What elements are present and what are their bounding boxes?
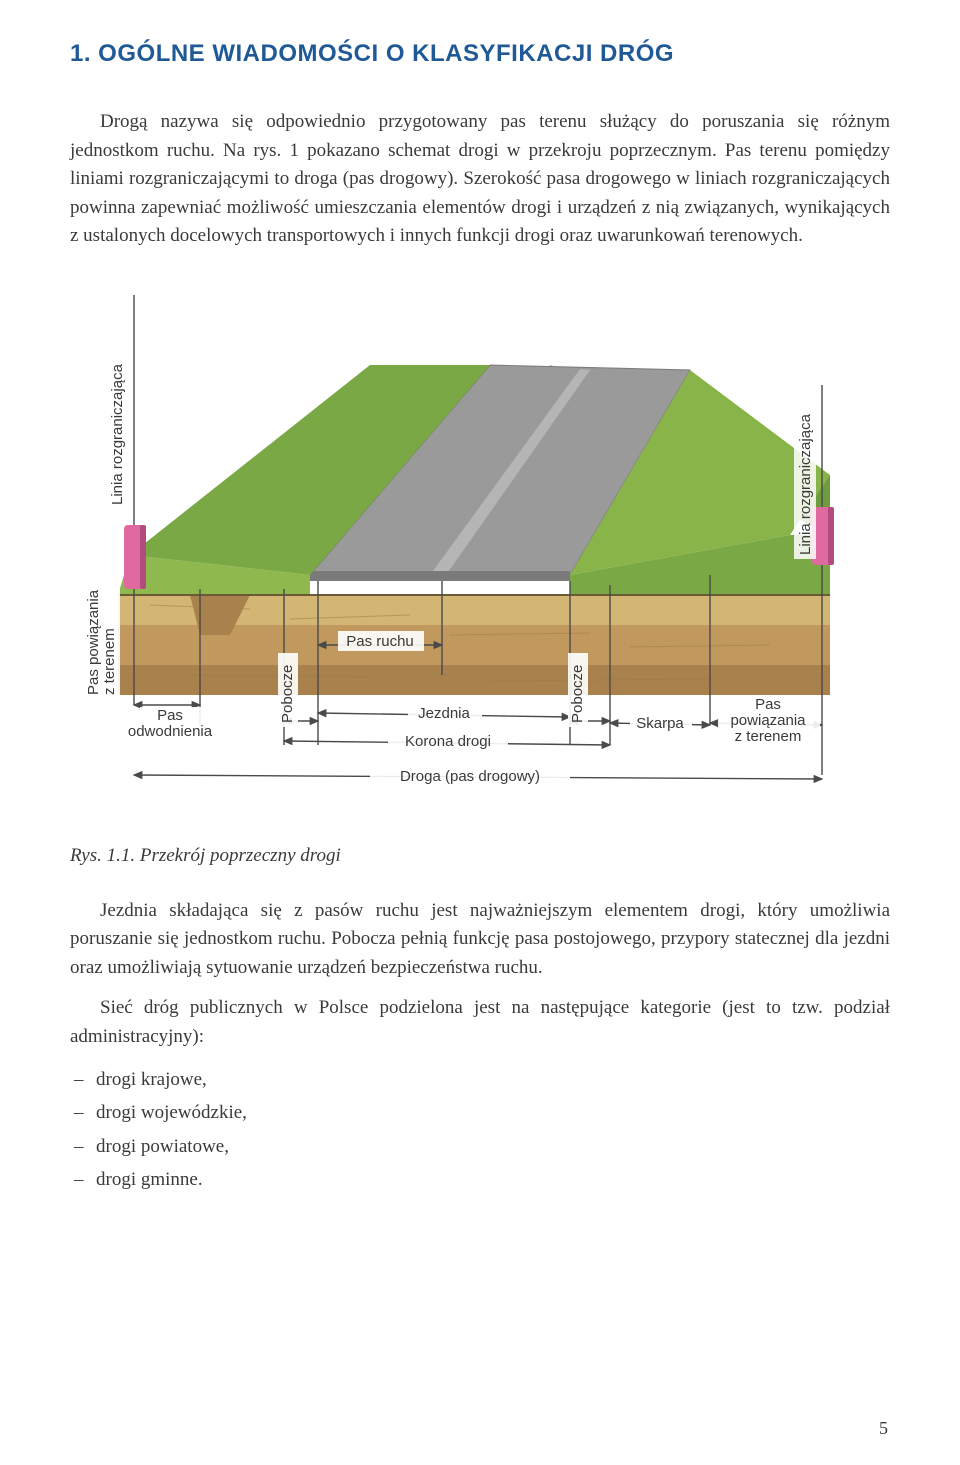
- label-skarpa: Skarpa: [636, 715, 684, 732]
- label-linia-left: Linia rozgraniczająca: [109, 363, 126, 505]
- label-linia-right: Linia rozgraniczająca: [797, 413, 814, 555]
- figure-caption: Rys. 1.1. Przekrój poprzeczny drogi: [70, 845, 890, 867]
- left-boundary-post: [124, 525, 146, 589]
- label-droga: Droga (pas drogowy): [400, 768, 540, 785]
- label-pas-powiazania-left-2: z terenem: [101, 628, 118, 695]
- page-number: 5: [879, 1418, 888, 1439]
- list-item: drogi krajowe,: [70, 1063, 890, 1096]
- list-item: drogi gminne.: [70, 1163, 890, 1196]
- section-heading: 1. OGÓLNE WIADOMOŚCI O KLASYFIKACJI DRÓG: [70, 40, 890, 68]
- paragraph-jezdnia: Jezdnia składająca się z pasów ruchu jes…: [70, 897, 890, 983]
- label-pas-pow-right-2: powiązania: [730, 712, 806, 729]
- list-item: drogi wojewódzkie,: [70, 1096, 890, 1129]
- paragraph-siec: Sieć dróg publicznych w Polsce podzielon…: [70, 994, 890, 1051]
- label-pas-pow-right-1: Pas: [755, 696, 781, 713]
- label-pas-odwodnienia-1: Pas: [157, 707, 183, 724]
- label-pas-powiazania-left-1: Pas powiązania: [85, 589, 102, 695]
- label-pas-ruchu: Pas ruchu: [346, 633, 414, 650]
- list-item: drogi powiatowe,: [70, 1130, 890, 1163]
- label-pas-pow-right-3: z terenem: [735, 728, 802, 745]
- categories-list: drogi krajowe, drogi wojewódzkie, drogi …: [70, 1063, 890, 1196]
- label-korona: Korona drogi: [405, 733, 491, 750]
- road-cross-section-diagram: Linia rozgraniczająca Linia rozgraniczaj…: [70, 275, 890, 815]
- paragraph-intro: Drogą nazywa się odpowiednio przygotowan…: [70, 108, 890, 251]
- label-jezdnia: Jezdnia: [418, 705, 470, 722]
- label-pobocze-right: Pobocze: [569, 664, 586, 722]
- label-pobocze-left: Pobocze: [279, 664, 296, 722]
- label-pas-odwodnienia-2: odwodnienia: [128, 723, 213, 740]
